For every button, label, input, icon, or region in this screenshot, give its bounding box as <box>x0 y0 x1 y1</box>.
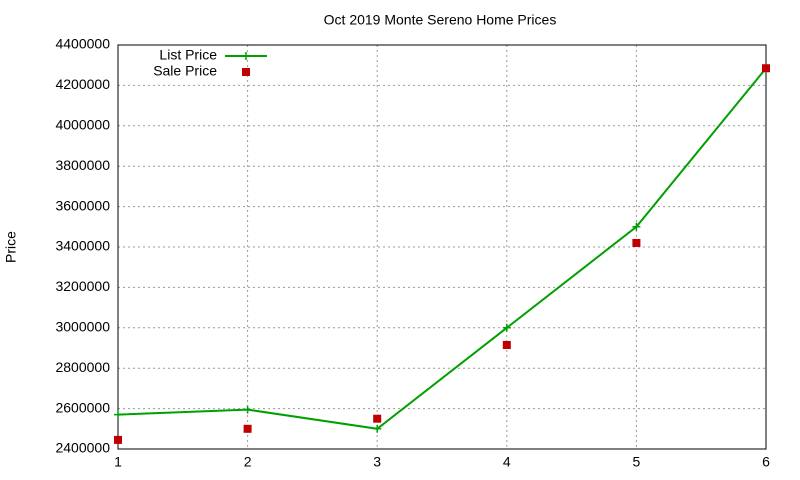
data-point <box>373 414 382 423</box>
data-point <box>502 323 511 332</box>
y-tick-label: 4000000 <box>55 117 110 133</box>
legend-marker <box>242 52 250 60</box>
series-line <box>117 67 767 430</box>
chart-title: Oct 2019 Monte Sereno Home Prices <box>324 12 557 28</box>
y-tick-label: 4400000 <box>55 36 110 52</box>
x-tick-label: 2 <box>244 454 252 470</box>
y-tick-label: 3800000 <box>55 157 110 173</box>
data-point <box>114 410 122 419</box>
data-point <box>373 424 382 433</box>
x-tick-label: 3 <box>373 454 381 470</box>
y-tick-label: 3000000 <box>55 319 110 335</box>
x-tick-label: 6 <box>762 454 770 470</box>
x-tick-label: 5 <box>633 454 641 470</box>
legend-label: Sale Price <box>153 63 217 79</box>
legend-marker <box>242 68 250 76</box>
y-tick-label: 3400000 <box>55 238 110 254</box>
y-tick-label: 2600000 <box>55 399 110 415</box>
plot-frame <box>117 44 767 450</box>
data-point <box>632 238 641 247</box>
x-tick-label: 1 <box>114 454 122 470</box>
data-point <box>762 64 770 73</box>
y-tick-label: 4200000 <box>55 76 110 92</box>
y-tick-label: 3200000 <box>55 278 110 294</box>
data-point <box>243 424 252 433</box>
data-point <box>502 340 511 349</box>
data-point <box>243 405 252 414</box>
legend-label: List Price <box>159 47 217 63</box>
x-tick-label: 4 <box>503 454 511 470</box>
y-tick-label: 3600000 <box>55 197 110 213</box>
y-tick-label: 2400000 <box>55 440 110 456</box>
y-tick-label: 2800000 <box>55 359 110 375</box>
y-axis-label: Price <box>3 231 19 263</box>
data-point <box>632 222 641 231</box>
data-point <box>114 435 122 444</box>
